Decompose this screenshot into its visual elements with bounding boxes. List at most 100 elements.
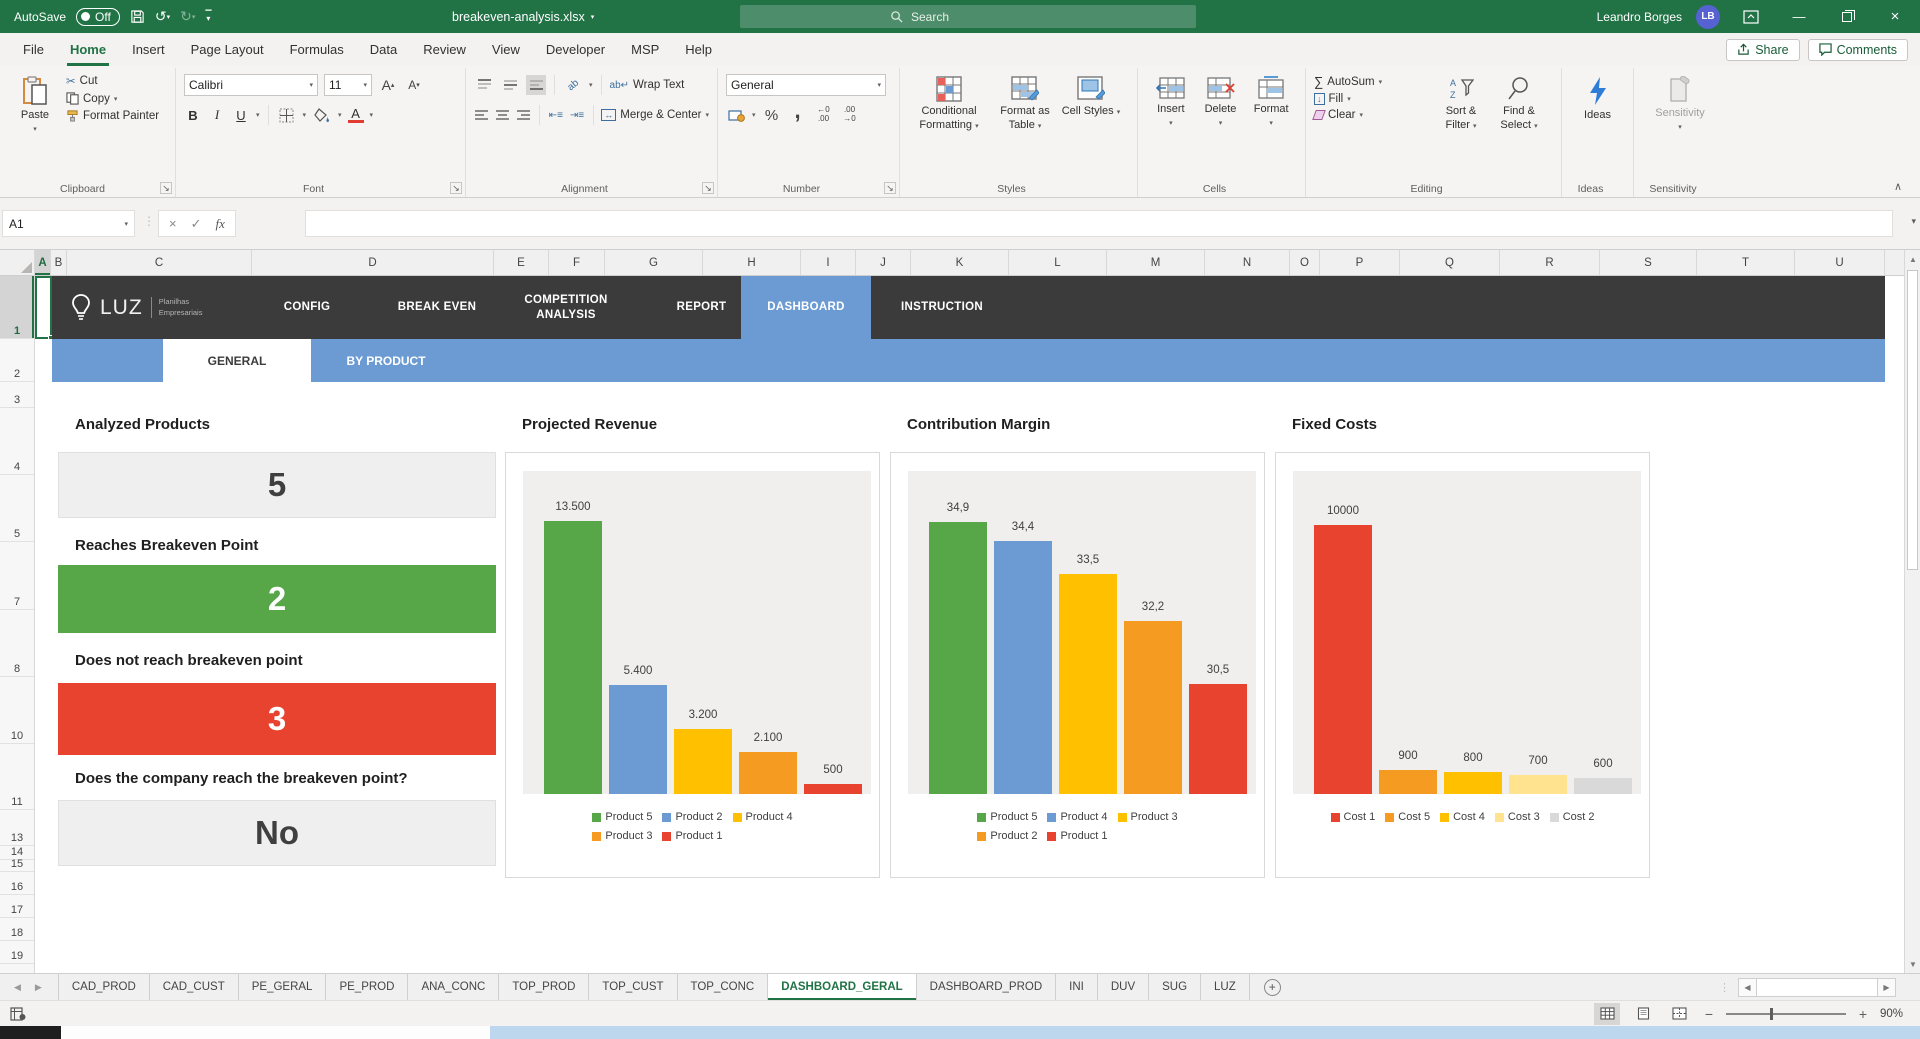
dashboard-subtab-by-product[interactable]: BY PRODUCT xyxy=(346,353,426,368)
chart-contribution-margin[interactable]: 34,9 34,4 33,5 32,2 30,5 Product 5 Product 4 Pr… xyxy=(890,452,1265,878)
menu-tab-msp[interactable]: MSP xyxy=(631,42,660,57)
collapse-ribbon-icon[interactable]: ∧ xyxy=(1893,181,1902,193)
row-header-14[interactable]: 14 xyxy=(0,846,34,860)
column-header-k[interactable]: K xyxy=(911,250,1009,275)
row-header-3[interactable]: 3 xyxy=(0,382,34,408)
font-name-select[interactable]: Calibri ▾ xyxy=(184,74,318,96)
insert-function-icon[interactable]: fx xyxy=(215,215,225,231)
formula-input[interactable] xyxy=(305,210,1893,237)
dashboard-nav-config[interactable]: CONFIG xyxy=(283,301,331,314)
column-header-m[interactable]: M xyxy=(1107,250,1205,275)
underline-button[interactable]: U xyxy=(236,107,246,123)
column-header-a[interactable]: A xyxy=(35,250,51,275)
cell-styles-button[interactable]: Cell Styles ▾ xyxy=(1060,72,1122,119)
autosave-toggle[interactable]: Off xyxy=(76,7,120,26)
orientation-options-icon[interactable]: ▾ xyxy=(589,82,593,89)
accounting-options-icon[interactable]: ▾ xyxy=(752,112,756,119)
row-header-18[interactable]: 18 xyxy=(0,918,34,941)
paste-button[interactable]: Paste ▾ xyxy=(12,72,58,135)
sheet-tab-top-cust[interactable]: TOP_CUST xyxy=(589,974,678,1000)
sheet-tab-cad-cust[interactable]: CAD_CUST xyxy=(150,974,239,1000)
comma-style-button[interactable]: , xyxy=(794,98,801,123)
fill-color-button[interactable] xyxy=(312,105,332,125)
select-all-button[interactable] xyxy=(0,250,35,276)
page-break-view-button[interactable] xyxy=(1666,1003,1692,1025)
format-painter-button[interactable]: Format Painter xyxy=(66,109,159,122)
font-color-button[interactable]: A xyxy=(347,107,364,123)
top-align-button[interactable] xyxy=(474,75,494,95)
bottom-align-button[interactable] xyxy=(526,75,546,95)
sheet-tab-top-prod[interactable]: TOP_PROD xyxy=(499,974,590,1000)
dashboard-nav-instruction[interactable]: INSTRUCTION xyxy=(901,301,983,314)
row-header-5[interactable]: 5 xyxy=(0,475,34,542)
conditional-formatting-button[interactable]: Conditional Formatting ▾ xyxy=(908,72,990,133)
autosum-button[interactable]: ∑ AutoSum ▾ xyxy=(1314,74,1432,89)
scroll-up-icon[interactable]: ▲ xyxy=(1909,254,1917,264)
scroll-down-icon[interactable]: ▼ xyxy=(1909,959,1917,969)
menu-tab-home[interactable]: Home xyxy=(57,33,119,66)
search-input[interactable]: Search xyxy=(740,5,1196,28)
dashboard-subtab-general[interactable]: GENERAL xyxy=(163,339,311,382)
align-right-button[interactable] xyxy=(516,105,531,125)
row-header-13[interactable]: 13 xyxy=(0,810,34,846)
document-title[interactable]: breakeven-analysis.xlsx xyxy=(452,9,585,24)
menu-tab-page-layout[interactable]: Page Layout xyxy=(190,42,264,57)
menu-tab-developer[interactable]: Developer xyxy=(545,42,606,57)
row-header-8[interactable]: 8 xyxy=(0,610,34,677)
zoom-slider-handle[interactable] xyxy=(1770,1007,1773,1020)
percent-style-button[interactable]: % xyxy=(764,106,779,124)
sheet-tab-ini[interactable]: INI xyxy=(1056,974,1098,1000)
vertical-scrollbar[interactable]: ▲ ▼ xyxy=(1904,250,1920,973)
row-header-19[interactable]: 19 xyxy=(0,941,34,964)
minimize-button[interactable]: — xyxy=(1792,9,1806,24)
orientation-button[interactable]: ab xyxy=(565,77,581,93)
column-header-h[interactable]: H xyxy=(703,250,801,275)
close-button[interactable]: × xyxy=(1890,8,1900,25)
sheet-grid[interactable]: LUZ Planilhas Empresariais CONFIG BREAK EV… xyxy=(35,276,1904,973)
borders-button[interactable] xyxy=(277,105,297,125)
sheet-tab-pe-prod[interactable]: PE_PROD xyxy=(326,974,409,1000)
font-color-options-icon[interactable]: ▾ xyxy=(369,112,374,119)
hscroll-left-icon[interactable]: ◀ xyxy=(1738,977,1757,997)
share-button[interactable]: Share xyxy=(1726,38,1800,61)
menu-tab-file[interactable]: File xyxy=(23,42,44,57)
alignment-dialog-launcher-icon[interactable]: ↘ xyxy=(702,182,714,194)
avatar[interactable]: LB xyxy=(1696,4,1720,29)
cut-button[interactable]: ✂ Cut xyxy=(66,74,159,88)
sheet-tab-pe-geral[interactable]: PE_GERAL xyxy=(239,974,327,1000)
restore-button[interactable] xyxy=(1830,0,1864,33)
undo-button[interactable]: ↺ ▾ xyxy=(154,8,171,24)
menu-tab-view[interactable]: View xyxy=(491,42,520,57)
borders-options-icon[interactable]: ▾ xyxy=(302,112,307,119)
column-header-b[interactable]: B xyxy=(51,250,67,275)
name-box[interactable]: A1 ▾ xyxy=(2,210,135,237)
sheet-tab-sug[interactable]: SUG xyxy=(1149,974,1202,1000)
cancel-formula-icon[interactable]: × xyxy=(169,216,177,231)
new-sheet-button[interactable]: + xyxy=(1263,974,1281,1000)
dashboard-nav-break-even[interactable]: BREAK EVEN xyxy=(397,301,477,314)
ribbon-display-options-icon[interactable] xyxy=(1734,0,1768,33)
selected-cell-a1[interactable] xyxy=(35,276,53,340)
row-header-7[interactable]: 7 xyxy=(0,542,34,610)
hscroll-right-icon[interactable]: ▶ xyxy=(1877,977,1896,997)
sheet-tab-top-conc[interactable]: TOP_CONC xyxy=(678,974,769,1000)
fill-color-options-icon[interactable]: ▾ xyxy=(338,112,342,119)
accounting-format-button[interactable] xyxy=(726,105,746,125)
increase-decimal-button[interactable]: ←0.00 xyxy=(817,105,830,123)
middle-align-button[interactable] xyxy=(500,75,520,95)
row-header-1[interactable]: 1 xyxy=(0,276,34,339)
row-header-10[interactable]: 10 xyxy=(0,677,34,744)
merge-center-button[interactable]: ↔ Merge & Center ▾ xyxy=(601,109,709,121)
macro-record-icon[interactable] xyxy=(0,1006,26,1021)
menu-tab-insert[interactable]: Insert xyxy=(132,42,165,57)
expand-formula-bar-icon[interactable]: ▾ xyxy=(1911,216,1916,226)
increase-indent-button[interactable]: ⇥≡ xyxy=(569,109,585,121)
italic-button[interactable]: I xyxy=(214,107,220,122)
row-header-15[interactable]: 15 xyxy=(0,858,34,872)
insert-cells-button[interactable]: Insert ▾ xyxy=(1146,72,1196,129)
font-size-select[interactable]: 11 ▾ xyxy=(324,74,372,96)
zoom-out-button[interactable]: − xyxy=(1704,1005,1714,1022)
title-dropdown-icon[interactable]: ▾ xyxy=(590,13,595,21)
column-header-r[interactable]: R xyxy=(1500,250,1600,275)
